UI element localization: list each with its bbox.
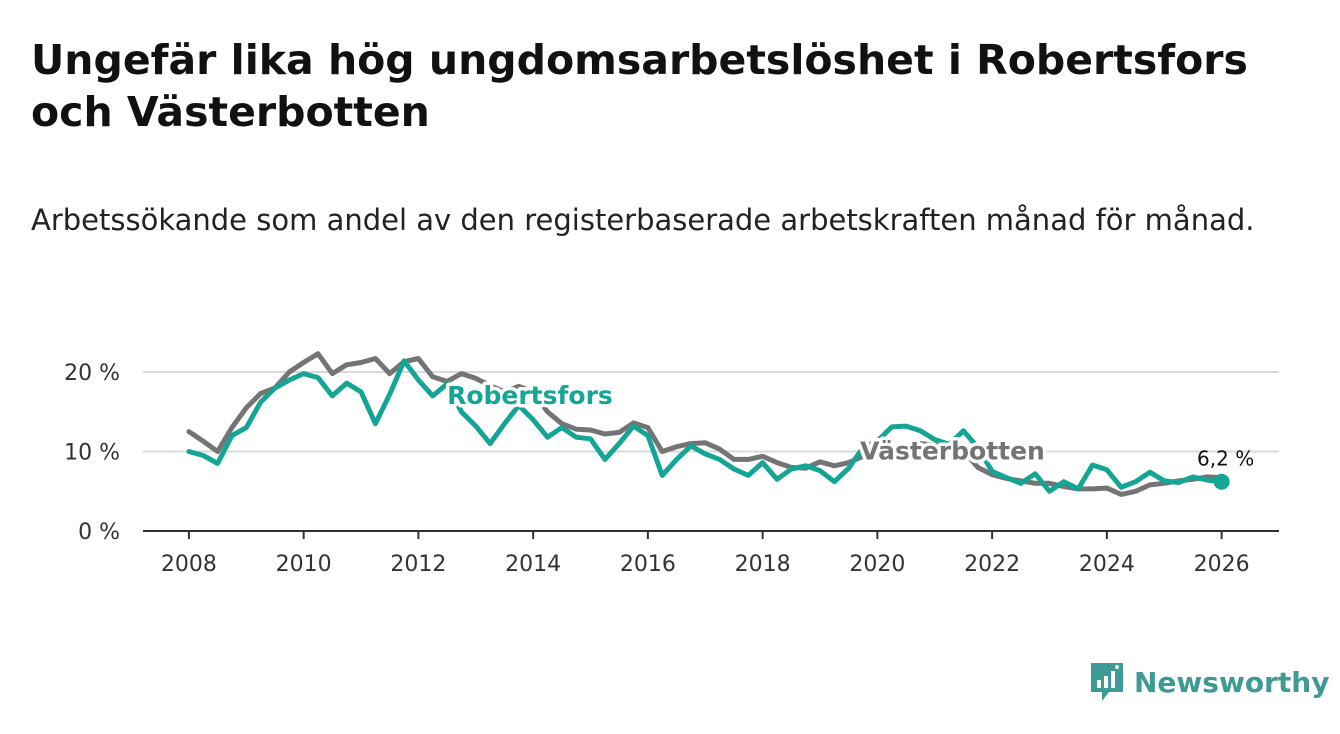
x-tick-label: 2026: [1194, 552, 1250, 577]
y-tick-label: 0 %: [78, 520, 120, 545]
y-axis-ticks: 0 % 10 % 20 %: [64, 361, 120, 545]
newsworthy-logo-icon: [1091, 663, 1123, 701]
series-label-vasterbotten: Västerbotten: [860, 436, 1045, 465]
x-tick-label: 2022: [964, 552, 1020, 577]
x-tick-label: 2018: [735, 552, 791, 577]
x-tick-label: 2014: [505, 552, 561, 577]
newsworthy-logo: Newsworthy: [1088, 660, 1329, 704]
x-tick-label: 2012: [390, 552, 446, 577]
series-labels: VästerbottenVästerbottenRobertsforsRober…: [444, 377, 1254, 490]
y-tick-label: 10 %: [64, 441, 120, 466]
end-value-label: 6,2 %: [1197, 447, 1254, 471]
x-tick-label: 2016: [620, 552, 676, 577]
brand-name: Newsworthy: [1134, 665, 1330, 699]
chart-title: Ungefär lika hög ungdomsarbetslöshet i R…: [31, 36, 1248, 136]
x-axis-ticks: 2008 2010 2012 2014 2016 2018 2020 2022 2024 2026: [161, 531, 1250, 577]
y-tick-label: 20 %: [64, 361, 120, 386]
series-lines: [186, 351, 1225, 497]
x-tick-label: 2008: [161, 552, 217, 577]
series-line-vasterbotten: [186, 351, 1225, 497]
chart-subtitle: Arbetssökande som andel av den registerb…: [31, 203, 1255, 237]
series-label-halo: Västerbotten: [860, 436, 1045, 465]
series-line-robertsfors: [186, 358, 1225, 494]
x-tick-label: 2010: [276, 552, 332, 577]
series-label-robertsfors: Robertsfors: [447, 381, 613, 410]
gridlines: [143, 371, 1279, 453]
x-tick-label: 2020: [849, 552, 905, 577]
end-point-marker: [1213, 473, 1230, 490]
series-label-halo: Robertsfors: [447, 381, 613, 410]
x-tick-label: 2024: [1079, 552, 1135, 577]
